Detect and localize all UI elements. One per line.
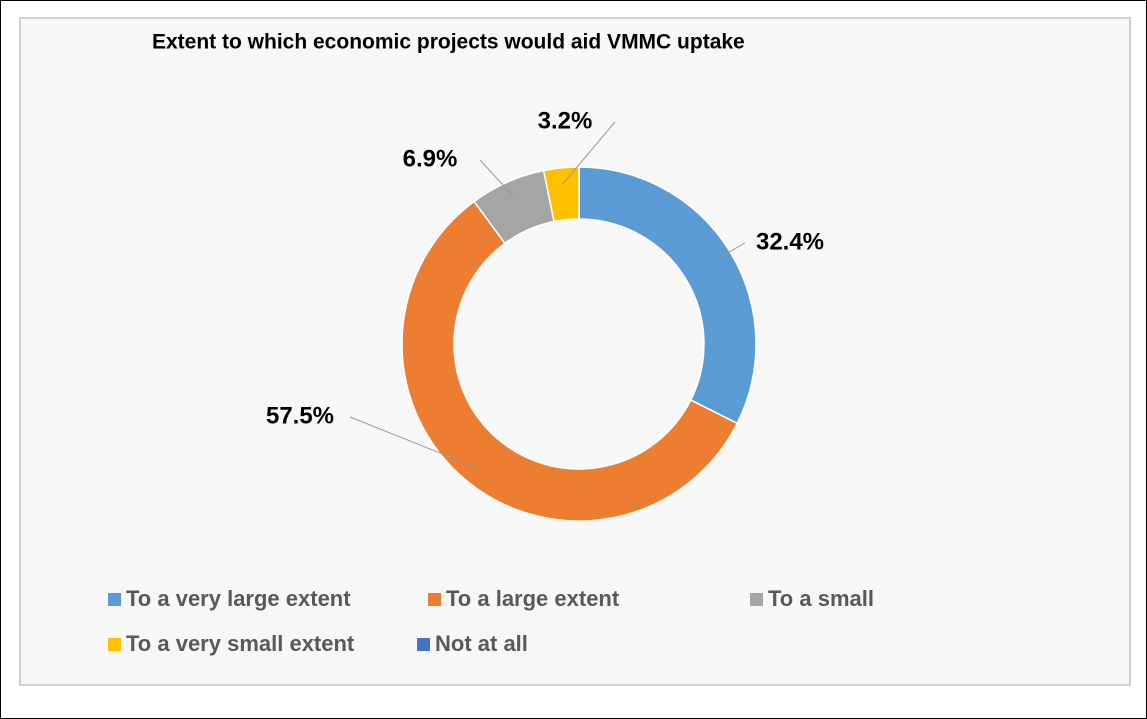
legend-label: To a small (768, 586, 874, 611)
legend-swatch (108, 638, 121, 651)
data-label: 6.9% (403, 145, 458, 172)
slice (542, 166, 580, 223)
legend-swatch (108, 593, 121, 606)
chart-title: Extent to which economic projects would … (152, 31, 745, 54)
leader-line (479, 159, 515, 198)
legend-label: To a very small extent (126, 631, 355, 656)
legend-swatch (750, 593, 763, 606)
slice (578, 166, 757, 425)
slice (401, 200, 739, 522)
legend-label: To a very large extent (126, 586, 351, 611)
leader-line (349, 416, 476, 468)
data-label: 57.5% (266, 402, 334, 429)
legend-swatch (428, 593, 441, 606)
leader-line (715, 242, 746, 260)
leader-line (562, 121, 616, 185)
legend-swatch (417, 638, 430, 651)
data-label: 32.4% (756, 228, 824, 255)
legend-label: To a large extent (446, 586, 620, 611)
data-label: 3.2% (538, 107, 593, 134)
legend-label: Not at all (435, 631, 528, 656)
chart-area (19, 17, 1131, 686)
